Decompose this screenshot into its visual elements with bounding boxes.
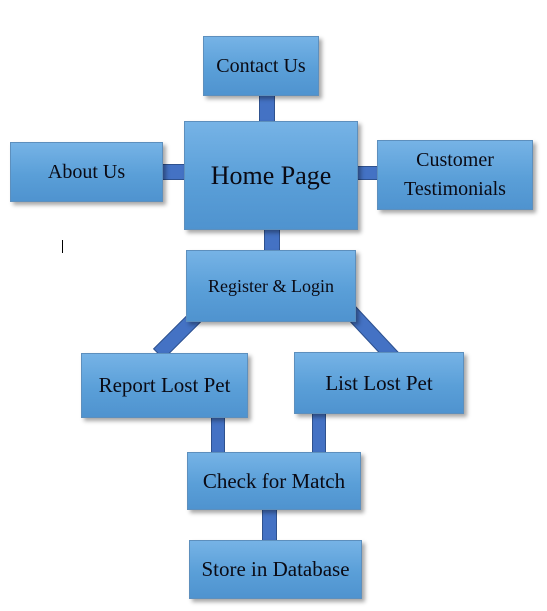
node-contact-us: Contact Us bbox=[203, 36, 319, 96]
node-check-for-match: Check for Match bbox=[187, 452, 361, 510]
node-report-lost-pet: Report Lost Pet bbox=[81, 353, 248, 418]
node-customer-testimonials: Customer Testimonials bbox=[377, 140, 533, 210]
node-label: Register & Login bbox=[208, 275, 334, 296]
node-store-in-database: Store in Database bbox=[189, 540, 362, 599]
node-list-lost-pet: List Lost Pet bbox=[294, 352, 464, 414]
node-home-page: Home Page bbox=[184, 121, 358, 230]
node-register-login: Register & Login bbox=[186, 250, 356, 322]
node-label: List Lost Pet bbox=[325, 370, 433, 395]
node-label: About Us bbox=[47, 160, 126, 183]
node-label: Check for Match bbox=[202, 468, 346, 493]
text-cursor bbox=[62, 240, 63, 253]
node-label: Contact Us bbox=[216, 54, 306, 77]
node-about-us: About Us bbox=[10, 142, 163, 202]
node-label: Customer Testimonials bbox=[404, 149, 506, 200]
node-label: Store in Database bbox=[201, 557, 350, 582]
node-label: Home Page bbox=[210, 160, 332, 190]
node-label: Report Lost Pet bbox=[98, 373, 231, 398]
